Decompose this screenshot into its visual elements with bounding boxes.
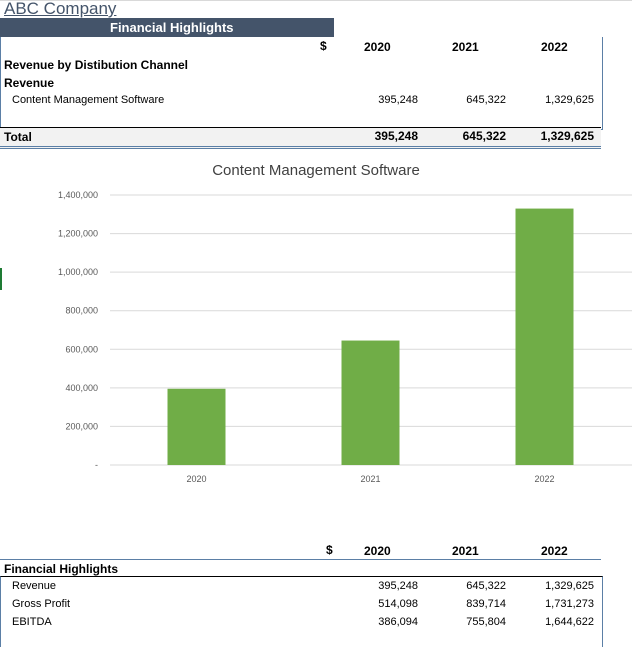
lower-table-box (0, 576, 603, 647)
y-tick-label: 1,200,000 (58, 229, 98, 239)
total-row (0, 127, 601, 149)
total-value-2022[interactable]: 1,329,625 (540, 129, 594, 143)
selection-marker (0, 268, 2, 290)
bar-2021[interactable] (341, 340, 400, 465)
lower-currency-symbol[interactable]: $ (326, 543, 333, 557)
lower-year-2021[interactable]: 2021 (452, 544, 479, 558)
lower-row-value[interactable]: 395,248 (378, 580, 418, 592)
lower-row-label[interactable]: Gross Profit (12, 598, 71, 610)
y-tick-label: 400,000 (65, 383, 98, 393)
lower-header-rule (0, 559, 601, 560)
lower-row-value[interactable]: 645,322 (466, 580, 506, 592)
y-tick-label: 1,000,000 (58, 267, 98, 277)
total-value-2021[interactable]: 645,322 (462, 129, 506, 143)
company-name[interactable]: ABC Company (4, 0, 117, 18)
lower-row-value[interactable]: 839,714 (466, 598, 506, 610)
year-header-2020[interactable]: 2020 (364, 40, 391, 54)
financial-highlights-banner[interactable]: Financial Highlights (0, 18, 334, 37)
chart-title[interactable]: Content Management Software (212, 162, 420, 179)
bar-2022[interactable] (515, 208, 574, 465)
lower-year-2020[interactable]: 2020 (364, 544, 391, 558)
lower-row-value[interactable]: 1,644,622 (545, 616, 594, 628)
row-value-2022[interactable]: 1,329,625 (545, 94, 594, 106)
revenue-table-box (0, 37, 603, 130)
total-value-2020[interactable]: 395,248 (374, 129, 418, 143)
lower-row-value[interactable]: 755,804 (466, 616, 506, 628)
year-header-2021[interactable]: 2021 (452, 40, 479, 54)
row-value-2021[interactable]: 645,322 (466, 94, 506, 106)
lower-row-value[interactable]: 1,731,273 (545, 598, 594, 610)
currency-symbol[interactable]: $ (320, 39, 327, 53)
lower-row-label[interactable]: Revenue (12, 580, 57, 592)
y-tick-label: 200,000 (65, 421, 98, 431)
year-header-2022[interactable]: 2022 (541, 40, 568, 54)
lower-title[interactable]: Financial Highlights (4, 562, 119, 576)
lower-row-value[interactable]: 1,329,625 (545, 580, 594, 592)
x-tick-label: 2020 (186, 474, 206, 484)
total-label[interactable]: Total (4, 130, 32, 144)
revenue-label[interactable]: Revenue (4, 76, 55, 90)
lower-year-2022[interactable]: 2022 (541, 544, 568, 558)
row-label[interactable]: Content Management Software (12, 94, 165, 106)
revenue-bar-chart[interactable]: - 200,000 400,000 600,000 800,000 1,000,000 1,… (0, 180, 632, 490)
lower-row-value[interactable]: 386,094 (378, 616, 418, 628)
lower-row-label[interactable]: EBITDA (12, 616, 52, 628)
x-tick-label: 2022 (534, 474, 554, 484)
lower-row-value[interactable]: 514,098 (378, 598, 418, 610)
y-tick-label: 1,400,000 (58, 190, 98, 200)
y-tick-label: 800,000 (65, 306, 98, 316)
section-title[interactable]: Revenue by Distibution Channel (4, 58, 189, 72)
bar-2020[interactable] (167, 388, 226, 465)
banner-title: Financial Highlights (110, 20, 234, 35)
y-tick-label: 600,000 (65, 344, 98, 354)
y-tick-label: - (95, 460, 98, 470)
row-value-2020[interactable]: 395,248 (378, 94, 418, 106)
sheet-top-border (0, 0, 632, 1)
x-tick-label: 2021 (360, 474, 380, 484)
